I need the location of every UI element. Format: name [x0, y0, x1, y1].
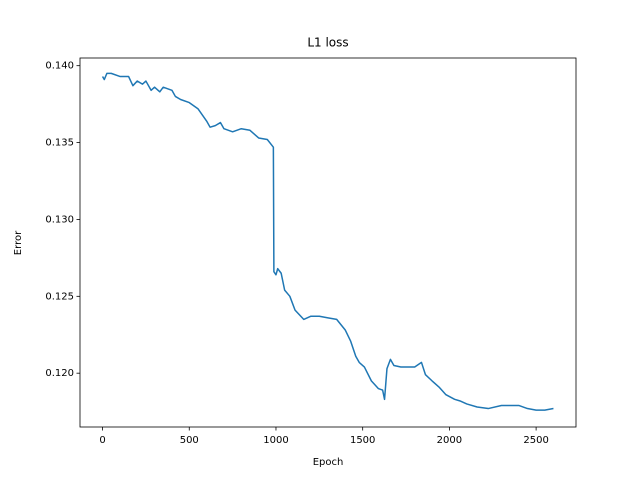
- y-tick-label: 0.135: [45, 138, 74, 149]
- x-tick-label: 2500: [523, 435, 548, 446]
- y-tick-label: 0.140: [45, 61, 74, 72]
- y-axis-label: Error: [13, 230, 24, 255]
- chart-title: L1 loss: [307, 36, 348, 50]
- line-series: [101, 72, 554, 411]
- y-tick-label: 0.120: [45, 368, 74, 379]
- x-axis-label: Epoch: [313, 457, 344, 468]
- y-tick-label: 0.125: [45, 291, 74, 302]
- x-tick-label: 500: [180, 435, 199, 446]
- x-tick-label: 0: [99, 435, 105, 446]
- x-tick-label: 1500: [350, 435, 375, 446]
- x-tick-label: 2000: [437, 435, 462, 446]
- x-tick-label: 1000: [263, 435, 288, 446]
- axes-frame: [79, 57, 577, 428]
- y-tick-label: 0.130: [45, 214, 74, 225]
